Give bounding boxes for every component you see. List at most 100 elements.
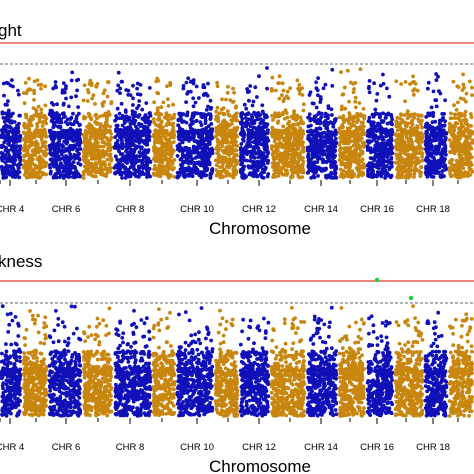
snp-point xyxy=(42,153,47,158)
snp-point xyxy=(227,144,232,149)
snp-point xyxy=(191,96,196,101)
snp-point xyxy=(343,162,347,167)
snp-point xyxy=(393,145,398,149)
snp-point xyxy=(0,143,4,148)
chromosome-points xyxy=(21,76,49,180)
snp-point xyxy=(397,163,402,167)
snp-point xyxy=(67,104,71,109)
snp-point xyxy=(93,113,98,118)
snp-point xyxy=(318,97,323,102)
snp-point xyxy=(101,160,105,165)
snp-point xyxy=(227,131,232,135)
snp-point xyxy=(426,111,431,116)
snp-point xyxy=(399,82,403,86)
snp-point xyxy=(443,165,448,170)
snp-point xyxy=(281,99,286,104)
snp-point xyxy=(43,140,48,144)
snp-point xyxy=(200,133,205,138)
snp-point xyxy=(118,135,123,140)
snp-point xyxy=(123,176,128,180)
snp-point xyxy=(144,101,149,105)
snp-point xyxy=(283,128,287,133)
snp-point xyxy=(326,137,331,142)
snp-point xyxy=(373,149,378,154)
snp-point xyxy=(340,172,344,177)
snp-point xyxy=(349,175,353,180)
snp-point xyxy=(383,116,388,120)
snp-point xyxy=(430,168,435,173)
snp-point xyxy=(156,91,161,96)
snp-point xyxy=(357,128,362,132)
snp-point xyxy=(78,162,83,167)
snp-point xyxy=(207,162,212,167)
snp-point xyxy=(419,165,423,170)
snp-point xyxy=(115,157,119,162)
snp-point xyxy=(82,152,87,157)
snp-point xyxy=(390,160,394,165)
snp-point xyxy=(369,161,374,166)
snp-point xyxy=(147,86,152,90)
snp-point xyxy=(152,148,156,153)
snp-point xyxy=(157,129,162,134)
snp-point xyxy=(188,155,193,160)
snp-point xyxy=(292,165,296,170)
snp-point xyxy=(136,164,141,169)
snp-point xyxy=(120,176,124,180)
snp-point xyxy=(68,129,73,134)
snp-point xyxy=(17,148,22,153)
snp-point xyxy=(172,166,176,170)
snp-point xyxy=(410,122,415,127)
snp-point xyxy=(36,104,41,109)
snp-point xyxy=(300,175,305,180)
snp-point xyxy=(69,78,74,83)
snp-point xyxy=(351,82,356,86)
snp-point xyxy=(116,70,121,75)
snp-point xyxy=(273,168,278,173)
snp-point xyxy=(322,167,327,171)
snp-point xyxy=(278,141,283,146)
snp-point xyxy=(98,114,102,119)
snp-point xyxy=(301,156,305,160)
snp-point xyxy=(434,78,439,82)
snp-point xyxy=(91,174,95,178)
snp-point xyxy=(33,152,38,156)
snp-point xyxy=(197,96,201,100)
snp-point xyxy=(17,155,22,159)
snp-point xyxy=(252,145,257,149)
snp-point xyxy=(24,149,29,153)
snp-point xyxy=(65,128,70,133)
snp-point xyxy=(378,134,383,139)
snp-point xyxy=(61,103,66,107)
snp-point xyxy=(231,118,235,122)
snp-point xyxy=(434,134,439,139)
snp-point xyxy=(28,171,33,176)
snp-point xyxy=(193,100,198,105)
snp-point xyxy=(352,87,356,91)
snp-point xyxy=(310,152,315,157)
snp-point xyxy=(52,164,56,169)
snp-point xyxy=(248,84,253,88)
snp-point xyxy=(0,158,5,163)
snp-point xyxy=(249,128,254,133)
snp-point xyxy=(171,140,176,144)
snp-point xyxy=(344,172,349,176)
snp-point xyxy=(379,162,384,166)
snp-point xyxy=(177,133,182,138)
snp-point xyxy=(16,169,20,173)
snp-point xyxy=(105,94,110,99)
snp-point xyxy=(107,129,112,134)
snp-point xyxy=(244,120,249,125)
snp-point xyxy=(359,136,364,141)
snp-point xyxy=(10,78,14,82)
snp-point xyxy=(40,124,45,128)
snp-point xyxy=(351,90,356,95)
snp-point xyxy=(333,137,338,141)
snp-point xyxy=(13,158,18,163)
snp-point xyxy=(367,119,372,124)
snp-point xyxy=(215,116,220,120)
snp-point xyxy=(69,146,74,151)
snp-point xyxy=(107,112,112,117)
snp-point xyxy=(116,83,121,88)
snp-point xyxy=(4,80,9,85)
snp-point xyxy=(75,88,79,93)
